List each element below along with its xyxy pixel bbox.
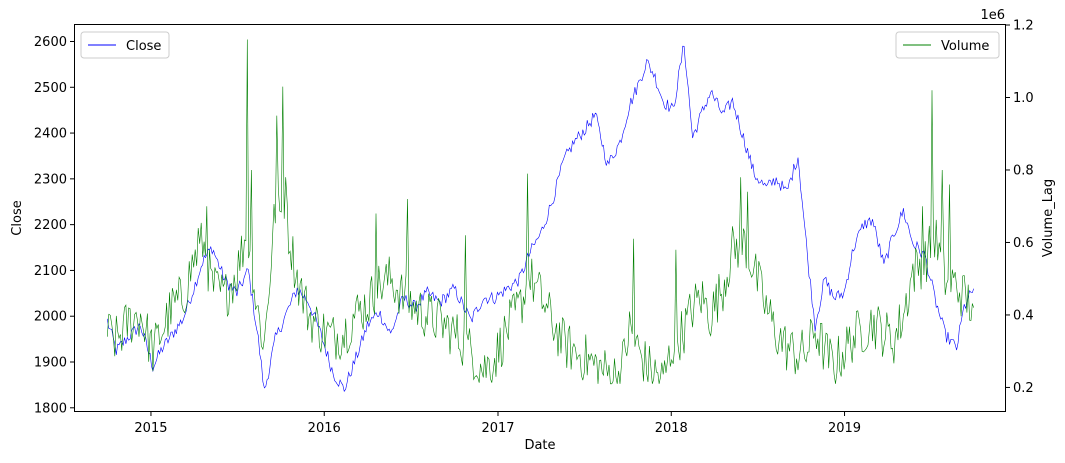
y-right-tick-label-0.2: 0.2 (1013, 381, 1034, 396)
x-tick-label-2015: 2015 (134, 421, 167, 436)
y-left-tick-label-1900: 1900 (34, 356, 67, 371)
legend-close: Close (80, 31, 170, 59)
y-right-tick-label-1: 1.0 (1013, 91, 1034, 106)
y-right-tick-label-0.8: 0.8 (1013, 163, 1034, 178)
y-right-tick-label-1.2: 1.2 (1013, 19, 1034, 34)
series-line-close (107, 45, 974, 393)
legend-volume-box (895, 31, 1000, 59)
legend-volume: Volume (895, 31, 1000, 59)
x-tick-label-2016: 2016 (308, 421, 341, 436)
x-tick-label-2019: 2019 (828, 421, 861, 436)
plot-frame (74, 24, 1006, 412)
y-left-tick-label-1800: 1800 (34, 401, 67, 416)
y-axis-left: 1800 1900 2000 2100 2200 2300 2400 2500 2600 (34, 35, 75, 416)
series-line-volume (107, 39, 974, 385)
y-axis-right: 0.2 0.4 0.6 0.8 1.0 1.2 (1005, 19, 1034, 396)
y-left-tick-label-2000: 2000 (34, 310, 67, 325)
legend-close-box (80, 31, 170, 59)
legend-volume-label: Volume (941, 39, 989, 54)
y-axis-right-label: Volume_Lag (1041, 179, 1056, 257)
y-left-tick-label-2300: 2300 (34, 172, 67, 187)
y-right-tick-label-0.4: 0.4 (1013, 308, 1034, 323)
y-right-tick-label-0.6: 0.6 (1013, 236, 1034, 251)
x-axis-label: Date (524, 438, 555, 453)
x-axis: 2015 2016 2017 2018 2019 (134, 411, 861, 436)
y-left-tick-label-2500: 2500 (34, 81, 67, 96)
right-axis-multiplier: 1e6 (980, 8, 1005, 23)
y-left-tick-label-2400: 2400 (34, 127, 67, 142)
legend-close-label: Close (126, 39, 161, 54)
y-axis-left-label: Close (10, 200, 25, 235)
x-tick-label-2018: 2018 (655, 421, 688, 436)
x-tick-label-2017: 2017 (481, 421, 514, 436)
y-left-tick-label-2200: 2200 (34, 218, 67, 233)
y-left-tick-label-2100: 2100 (34, 264, 67, 279)
y-left-tick-label-2600: 2600 (34, 35, 67, 50)
plot-lines (107, 39, 974, 393)
